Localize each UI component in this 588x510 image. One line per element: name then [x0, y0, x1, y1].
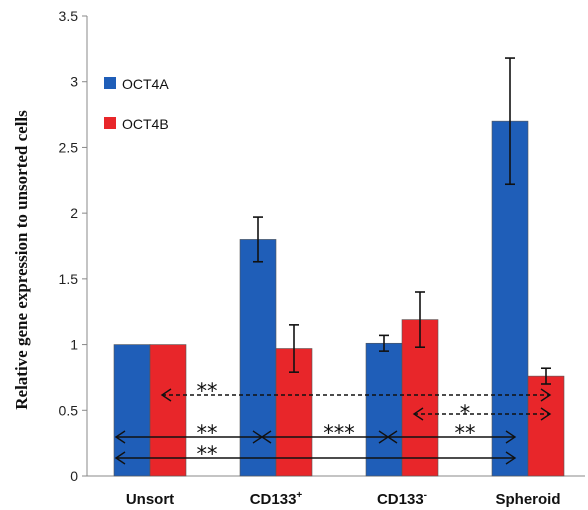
significance-label: ** [197, 421, 218, 445]
legend-label-oct4a: OCT4A [122, 76, 169, 92]
y-tick-label: 2.5 [59, 139, 79, 155]
significance-label: ** [197, 379, 218, 403]
bar-oct4a-3 [365, 342, 403, 477]
bar-oct4b-1 [149, 344, 187, 477]
bar-oct4a-2 [239, 239, 277, 477]
x-category-label: CD133- [377, 490, 427, 508]
arrow-head [540, 407, 552, 421]
bar-oct4b-4 [527, 375, 565, 477]
arrow-head [505, 451, 517, 465]
arrow-head [412, 407, 424, 421]
significance-label: *** [323, 421, 355, 445]
arrow-head [114, 430, 126, 444]
arrow-head [160, 388, 172, 402]
arrow-head [386, 430, 398, 444]
arrow-head [260, 430, 272, 444]
y-axis-label: Relative gene expression to unsorted cel… [12, 110, 31, 410]
y-tick-label: 1.5 [59, 271, 79, 287]
y-tick-label: 3.5 [59, 8, 79, 24]
legend-swatch-oct4a [104, 77, 116, 89]
y-tick-label: 0 [70, 468, 78, 484]
x-category-label: Unsort [126, 491, 174, 508]
significance-label: ** [197, 442, 218, 466]
arrow-head [114, 451, 126, 465]
arrow-head [505, 430, 517, 444]
y-tick-label: 0.5 [59, 402, 79, 418]
significance-label: * [460, 401, 471, 425]
y-tick-label: 1 [70, 337, 78, 353]
y-tick-label: 3 [70, 74, 78, 90]
arrow-head [540, 388, 552, 402]
significance-label: ** [455, 421, 476, 445]
legend-swatch-oct4b [104, 117, 116, 129]
legend-label-oct4b: OCT4B [122, 116, 169, 132]
x-category-label: Spheroid [495, 491, 560, 508]
x-category-label: CD133+ [250, 490, 303, 508]
y-tick-label: 2 [70, 205, 78, 221]
